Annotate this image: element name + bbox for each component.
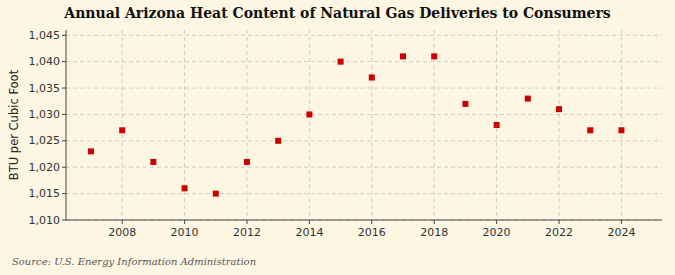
point xyxy=(556,106,562,112)
y-grid-line xyxy=(66,193,662,194)
x-axis: 2008 2010 2012 2014 2016 2018 2020 2022 2024 xyxy=(108,220,635,239)
y-tick xyxy=(62,140,66,141)
point xyxy=(213,191,219,197)
y-tick xyxy=(62,61,66,62)
x-tick xyxy=(496,220,497,224)
point xyxy=(338,59,344,65)
x-tick-label: 2022 xyxy=(545,226,573,239)
background xyxy=(0,0,675,275)
title: Annual Arizona Heat Content of Natural G… xyxy=(63,5,610,21)
y-axis-line xyxy=(66,30,67,220)
x-grid-line xyxy=(122,30,123,220)
x-tick xyxy=(371,220,372,224)
point xyxy=(587,127,593,133)
point xyxy=(150,159,156,165)
y-tick xyxy=(62,167,66,168)
x-grid-line xyxy=(246,30,247,220)
x-tick-label: 2014 xyxy=(295,226,323,239)
y-tick xyxy=(62,193,66,194)
y-tick-label: 1,040 xyxy=(29,55,61,68)
x-tick-label: 2008 xyxy=(108,226,136,239)
x-tick xyxy=(621,220,622,224)
y-tick-label: 1,020 xyxy=(29,161,61,174)
y-grid-line xyxy=(66,220,662,221)
point xyxy=(462,101,468,107)
y-grid-line xyxy=(66,61,662,62)
y-tick-label: 1,015 xyxy=(29,187,61,200)
point xyxy=(400,53,406,59)
x-grid-line xyxy=(559,30,560,220)
chart: 1,010 1,015 1,020 1,025 1,030 1,035 1,040 1,045… xyxy=(0,0,675,275)
y-grid-line xyxy=(66,167,662,168)
x-grid-line xyxy=(621,30,622,220)
y-tick-label: 1,010 xyxy=(29,214,61,227)
x-grid-line xyxy=(371,30,372,220)
y-tick xyxy=(62,88,66,89)
point xyxy=(119,127,125,133)
point xyxy=(369,75,375,81)
data-points xyxy=(88,53,624,196)
x-tick-label: 2012 xyxy=(233,226,261,239)
x-tick-label: 2020 xyxy=(483,226,511,239)
y-grid-line xyxy=(66,114,662,115)
y-axis-label: BTU per Cubic Foot xyxy=(7,69,21,180)
y-tick xyxy=(62,220,66,221)
y-tick-label: 1,035 xyxy=(29,82,61,95)
y-tick-label: 1,025 xyxy=(29,134,61,147)
point xyxy=(306,111,312,117)
y-tick-label: 1,045 xyxy=(29,29,61,42)
grid xyxy=(66,30,662,220)
y-grid-line xyxy=(66,35,662,36)
point xyxy=(525,96,531,102)
point xyxy=(275,138,281,144)
point xyxy=(182,185,188,191)
point xyxy=(618,127,624,133)
x-tick-label: 2024 xyxy=(607,226,635,239)
y-tick-label: 1,030 xyxy=(29,108,61,121)
x-tick xyxy=(309,220,310,224)
y-axis: 1,010 1,015 1,020 1,025 1,030 1,035 1,040 1,045 xyxy=(29,29,67,227)
point xyxy=(494,122,500,128)
y-tick xyxy=(62,35,66,36)
point xyxy=(244,159,250,165)
x-grid-line xyxy=(184,30,185,220)
x-grid-line xyxy=(309,30,310,220)
y-grid-line xyxy=(66,140,662,141)
x-axis-line xyxy=(66,220,662,221)
x-tick xyxy=(434,220,435,224)
x-tick-label: 2010 xyxy=(171,226,199,239)
x-tick xyxy=(559,220,560,224)
x-tick-label: 2018 xyxy=(420,226,448,239)
x-tick xyxy=(122,220,123,224)
y-tick xyxy=(62,114,66,115)
point xyxy=(88,148,94,154)
y-grid-line xyxy=(66,88,662,89)
x-tick-label: 2016 xyxy=(358,226,386,239)
x-tick xyxy=(184,220,185,224)
source-note: Source: U.S. Energy Information Administ… xyxy=(12,256,256,267)
point xyxy=(431,53,437,59)
x-tick xyxy=(246,220,247,224)
